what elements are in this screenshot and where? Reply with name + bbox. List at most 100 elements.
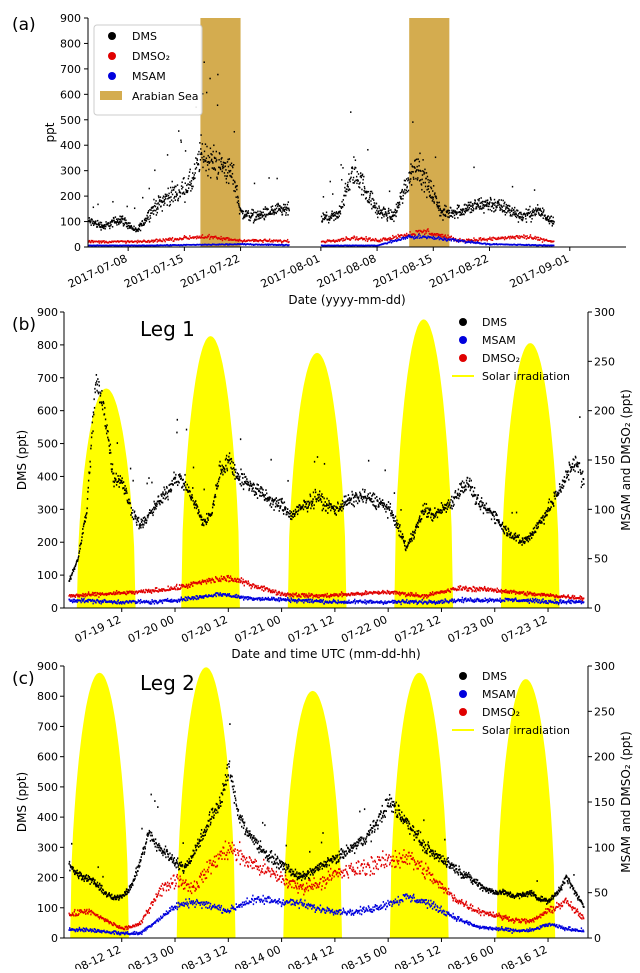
data-point [575,463,576,465]
data-point [96,390,97,392]
data-point [474,487,475,489]
data-point [155,206,156,208]
data-point [368,199,369,201]
data-point [470,205,471,207]
data-point [442,600,443,602]
data-point [226,178,227,180]
data-point [552,225,553,227]
solar-irradiation-band [288,353,346,608]
data-point [530,211,531,213]
data-point [381,217,382,219]
data-point [442,210,443,212]
data-point [188,486,189,488]
data-point [190,184,191,186]
data-point [389,212,390,214]
data-point [134,207,135,209]
data-point [451,508,452,510]
data-point [81,536,82,538]
data-point [233,474,234,476]
data-point [473,208,474,210]
data-point [405,235,406,237]
data-point [465,489,466,491]
data-point [174,196,175,198]
data-point [354,496,355,498]
data-point [249,485,250,487]
data-point [465,208,466,210]
data-point [469,489,470,491]
data-point [530,234,531,236]
data-point [212,238,213,240]
data-point [117,442,118,444]
data-point [241,485,242,487]
data-point [110,444,111,446]
data-point [344,504,345,506]
data-point [376,496,377,498]
data-point [458,205,459,207]
data-point [133,518,134,520]
data-point [522,219,523,221]
data-point [497,202,498,204]
data-point [530,598,531,600]
data-point [426,197,427,199]
data-point [97,220,98,222]
data-point [404,542,405,544]
data-point [503,205,504,207]
data-point [553,502,554,504]
data-point [457,217,458,219]
data-point [188,187,189,189]
data-point [253,241,254,243]
data-point [224,175,225,177]
data-point [440,235,441,237]
data-point [105,428,106,430]
data-point [350,111,351,113]
data-point [180,475,181,477]
data-point [500,208,501,210]
data-point [307,601,308,603]
data-point [90,466,91,468]
data-point [99,242,100,244]
data-point [162,493,163,495]
data-point [172,237,173,239]
data-point [353,497,354,499]
data-point [104,407,105,409]
data-point [155,210,156,212]
data-point [404,540,405,542]
data-point [141,223,142,225]
data-point [416,169,417,171]
data-point [232,471,233,473]
data-point [227,161,228,163]
solar-irradiation-band [395,320,453,608]
data-point [184,474,185,476]
data-point [315,489,316,491]
data-point [289,516,290,518]
data-point [419,235,420,237]
data-point [314,461,315,463]
data-point [175,186,176,188]
data-point [215,494,216,496]
data-point [252,487,253,489]
data-point [334,509,335,511]
data-point [215,157,216,159]
data-point [285,212,286,214]
data-point [234,478,235,480]
data-point [125,488,126,490]
data-point [361,189,362,191]
data-point [153,213,154,215]
data-point [261,212,262,214]
data-point [326,215,327,217]
data-point [121,216,122,218]
data-point [117,603,118,605]
data-point [269,504,270,506]
data-point [514,535,515,537]
data-point [417,523,418,525]
data-point [98,393,99,395]
data-point [509,205,510,207]
data-point [516,214,517,216]
data-point [410,541,411,543]
data-point [190,190,191,192]
data-point [549,223,550,225]
data-point [463,601,464,603]
data-point [165,491,166,493]
data-point [187,192,188,194]
data-point [426,172,427,174]
